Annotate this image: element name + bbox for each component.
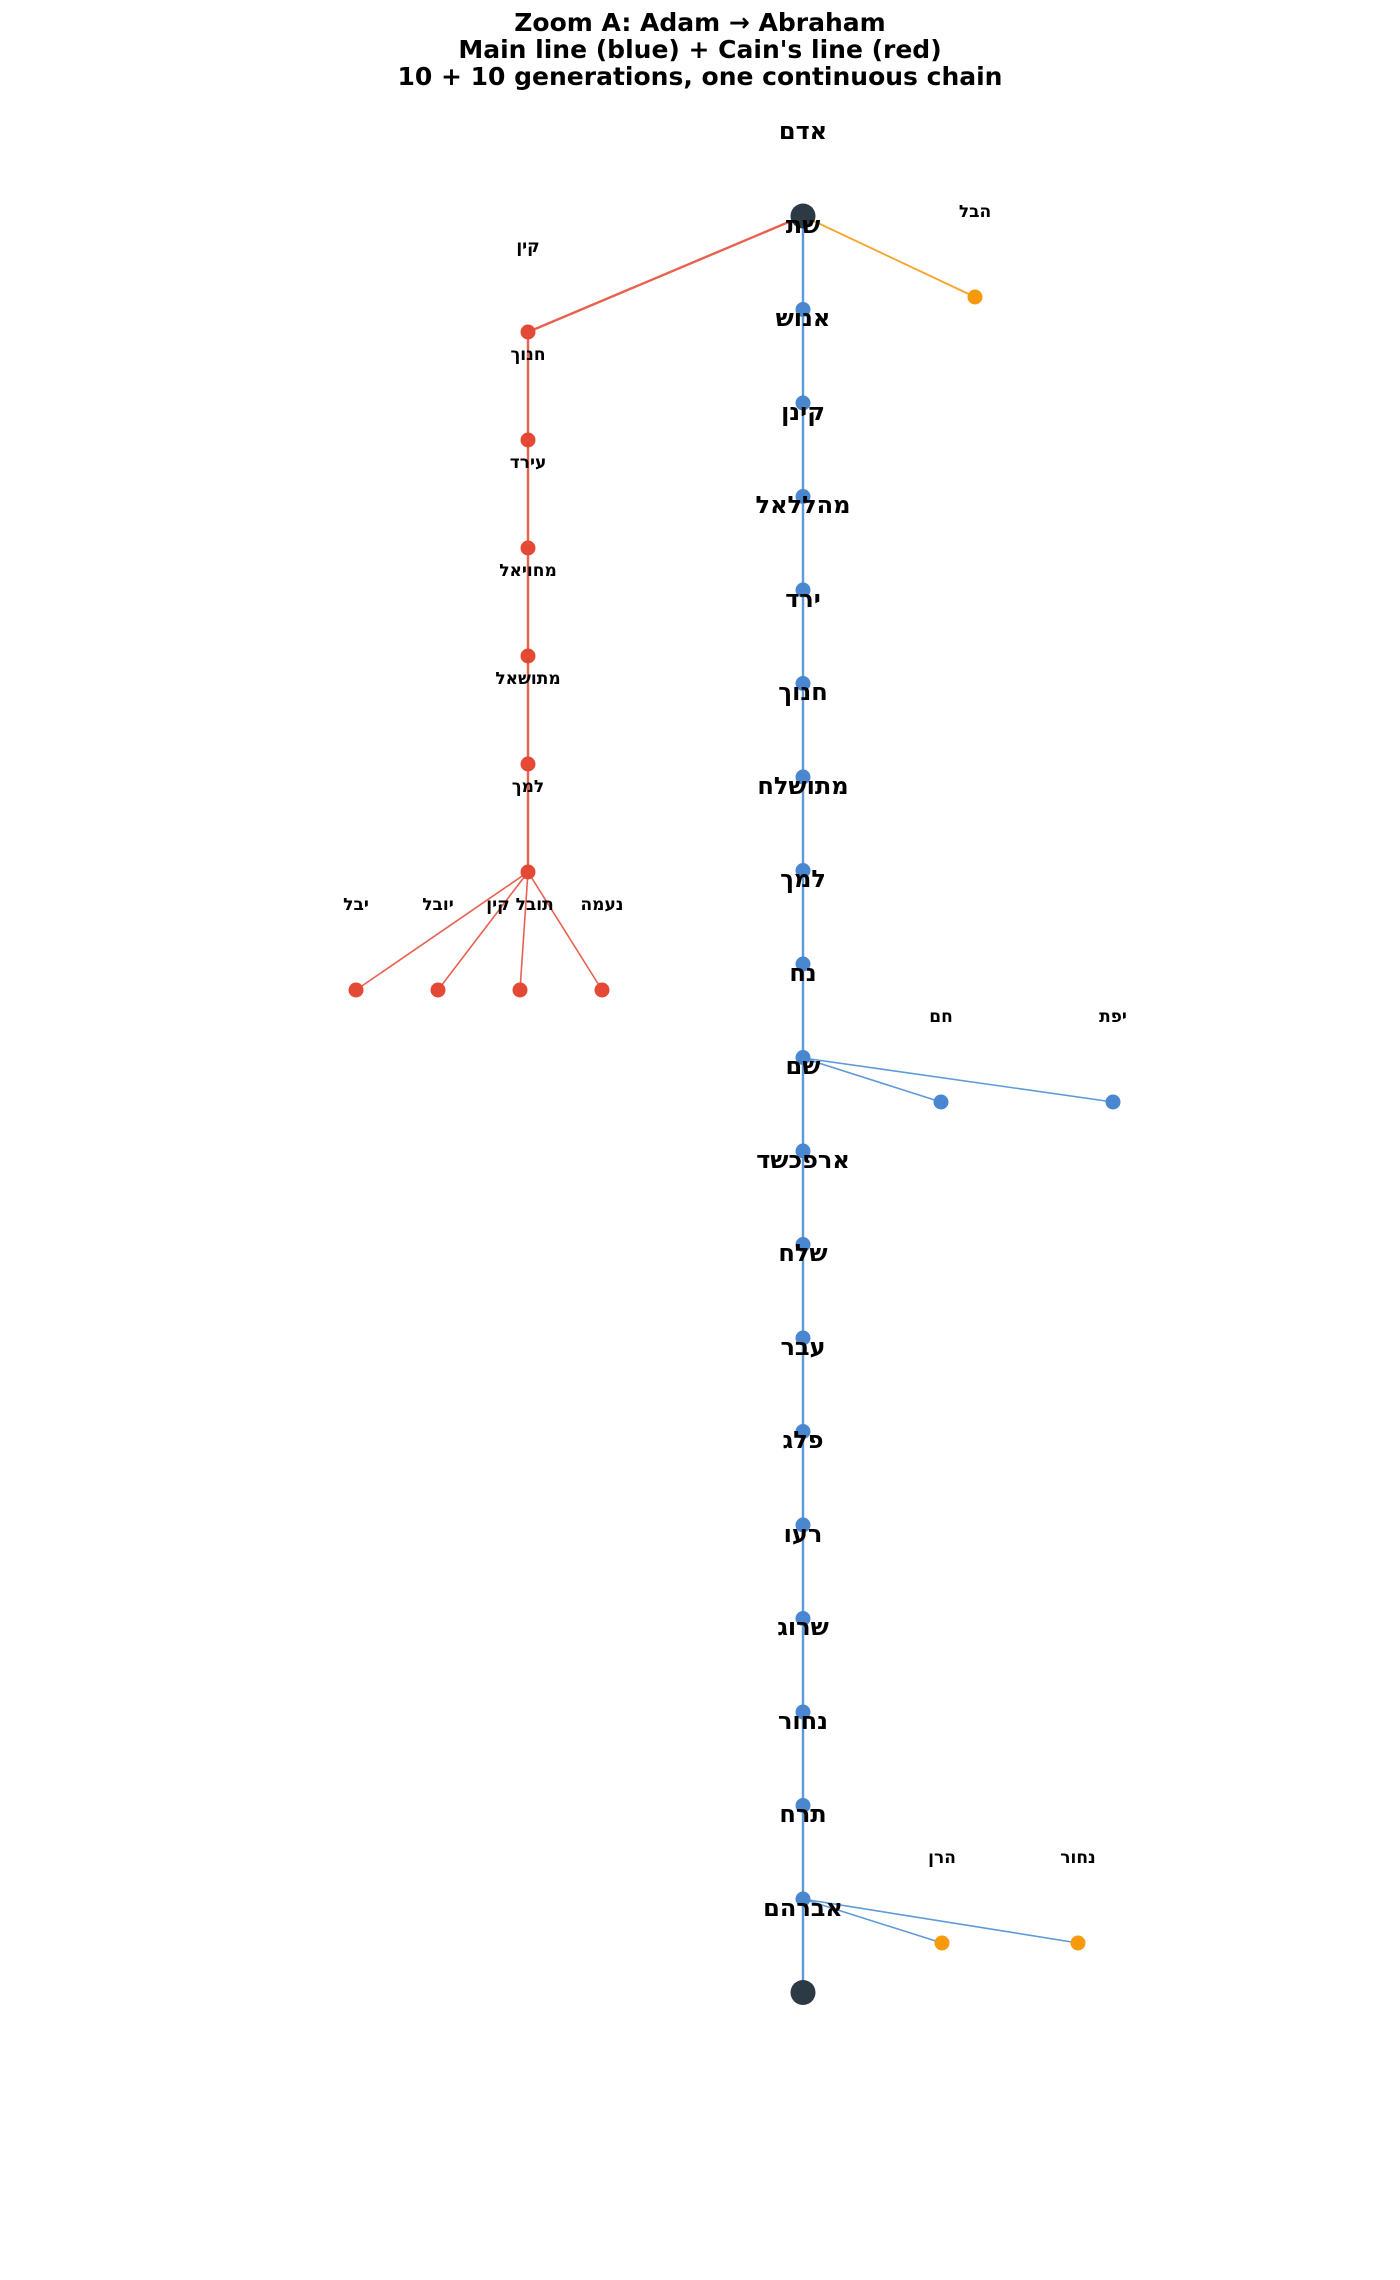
node-eber bbox=[795, 1424, 811, 1439]
lamech-child-line-jubal bbox=[437, 871, 529, 991]
branch-line-nahor-terah bbox=[802, 1898, 1079, 1944]
label-jared: ירד bbox=[785, 584, 821, 613]
label-nahor-terah: נחור bbox=[1060, 1848, 1096, 1868]
node-kenan bbox=[795, 489, 811, 504]
label-mehujael: מחויאל bbox=[499, 561, 557, 581]
node-mehujael bbox=[520, 648, 536, 664]
label-methushael: מתושאל bbox=[495, 669, 561, 689]
node-japheth bbox=[1105, 1094, 1121, 1110]
node-terah bbox=[795, 1891, 811, 1907]
label-kenan: קינן bbox=[781, 397, 825, 426]
node-tubal-cain bbox=[512, 982, 528, 998]
branch-line-japheth bbox=[802, 1057, 1114, 1103]
label-mahalalel: מהללאל bbox=[755, 491, 851, 519]
lamech-child-line-naamah bbox=[527, 871, 603, 991]
node-enoch-cain bbox=[520, 432, 536, 448]
node-jabal bbox=[348, 982, 364, 998]
title-line-2: Main line (blue) + Cain's line (red) bbox=[458, 35, 942, 64]
label-naamah: נעמה bbox=[580, 895, 624, 915]
label-shelah: שלח bbox=[778, 1239, 828, 1267]
label-enosh: אנוש bbox=[775, 304, 831, 332]
label-arpachshad: ארפכשד bbox=[756, 1145, 850, 1174]
node-haran bbox=[934, 1935, 950, 1951]
title-line-1: Zoom A: Adam → Abraham bbox=[514, 8, 886, 37]
lamech-child-line-tubal-cain bbox=[519, 871, 529, 991]
label-eber: עבר bbox=[780, 1332, 826, 1361]
node-nahor-terah bbox=[1070, 1935, 1086, 1951]
node-jared bbox=[795, 676, 811, 691]
label-lamech: למך bbox=[780, 865, 826, 893]
node-arpachshad bbox=[795, 1237, 811, 1252]
node-lamech bbox=[795, 956, 811, 972]
label-irad: עירד bbox=[509, 453, 547, 473]
node-mahalalel bbox=[795, 582, 811, 598]
branch-line-haran bbox=[802, 1898, 943, 1944]
label-nahor: נחור bbox=[777, 1706, 829, 1735]
chart-title: Zoom A: Adam → Abraham Main line (blue) … bbox=[0, 9, 1400, 90]
title-line-3: 10 + 10 generations, one continuous chai… bbox=[397, 62, 1003, 91]
lamech-child-line-jabal bbox=[355, 871, 529, 991]
node-seth bbox=[795, 302, 811, 317]
label-noah: נח bbox=[789, 958, 817, 987]
node-shem bbox=[795, 1143, 811, 1159]
adam-to-cain-line bbox=[527, 214, 804, 334]
node-peleg bbox=[795, 1517, 811, 1533]
node-enoch bbox=[795, 769, 811, 785]
node-ham bbox=[933, 1094, 949, 1110]
node-enosh bbox=[795, 395, 811, 411]
node-lamech-cain bbox=[520, 864, 536, 880]
label-methuselah: מתושלח bbox=[757, 771, 849, 800]
label-tubal-cain: תובל קין bbox=[486, 895, 554, 915]
label-jabal: יבל bbox=[343, 895, 369, 915]
node-reu bbox=[795, 1611, 811, 1626]
label-terah: תרח bbox=[779, 1800, 827, 1828]
label-lamech-cain: למך bbox=[511, 777, 545, 797]
label-seth: שת bbox=[785, 210, 821, 239]
label-serug: שרוג bbox=[777, 1613, 829, 1641]
label-enoch-cain: חנוך bbox=[510, 345, 546, 365]
node-methushael bbox=[520, 756, 536, 772]
node-methuselah bbox=[795, 863, 811, 878]
label-reu: רעו bbox=[783, 1519, 823, 1548]
label-peleg: פלג bbox=[782, 1426, 824, 1454]
node-irad bbox=[520, 540, 536, 556]
label-abraham: אברהם bbox=[763, 1893, 843, 1922]
node-noah bbox=[795, 1050, 811, 1065]
branch-line-ham bbox=[802, 1057, 942, 1103]
label-jubal: יובל bbox=[422, 895, 454, 915]
node-abraham bbox=[790, 1980, 816, 2005]
label-abel: הבל bbox=[958, 202, 992, 222]
node-naamah bbox=[594, 982, 610, 998]
label-enoch: חנוך bbox=[778, 678, 828, 706]
node-nahor bbox=[795, 1798, 811, 1813]
label-adam: אדם bbox=[778, 117, 828, 145]
node-adam bbox=[790, 203, 816, 229]
node-shelah bbox=[795, 1330, 811, 1346]
node-abel bbox=[967, 289, 983, 305]
branch-line-abel bbox=[802, 215, 976, 298]
label-japheth: יפת bbox=[1099, 1007, 1127, 1027]
label-shem: שם bbox=[785, 1052, 821, 1080]
node-cain bbox=[520, 324, 536, 340]
label-haran: הרן bbox=[928, 1848, 956, 1868]
node-serug bbox=[795, 1704, 811, 1720]
label-cain: קין bbox=[516, 237, 540, 257]
node-jubal bbox=[430, 982, 446, 998]
label-ham: חם bbox=[929, 1007, 953, 1027]
